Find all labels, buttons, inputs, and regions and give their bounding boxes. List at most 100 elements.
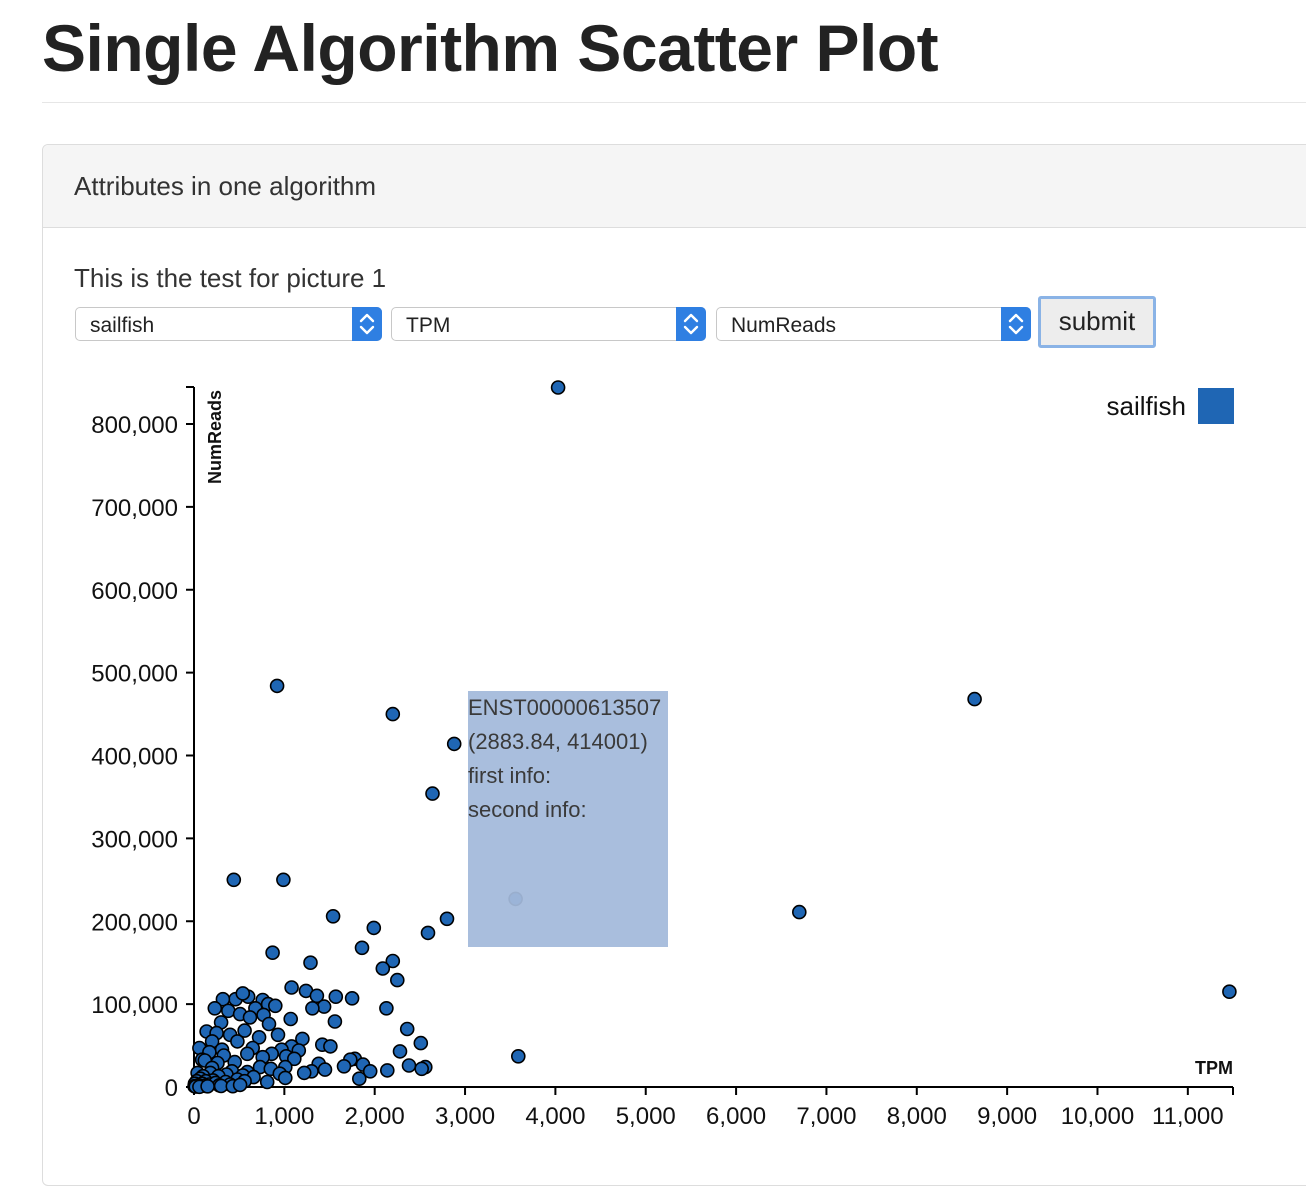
y-tick-label: 500,000	[91, 661, 178, 688]
page-title: Single Algorithm Scatter Plot	[42, 11, 939, 85]
updown-chevron-icon	[352, 307, 382, 341]
algorithm-select[interactable]: sailfish	[75, 307, 382, 341]
scatter-point	[269, 678, 285, 694]
x-axis-title: TPM	[1195, 1058, 1233, 1078]
y-axis: 0 100,000 200,000 300,000 400,000 500,000 600,…	[91, 386, 195, 1102]
scatter-point	[323, 1039, 338, 1054]
scatter-point	[237, 1023, 252, 1038]
scatter-point	[261, 1016, 277, 1032]
scatter-point	[336, 1059, 352, 1074]
scatter-point	[420, 925, 436, 941]
submit-button[interactable]: submit	[1038, 296, 1156, 348]
scatter-point	[235, 986, 251, 1001]
scatter-point	[267, 998, 283, 1014]
x-tick-label: 7,000	[796, 1103, 856, 1130]
scatter-point	[379, 1063, 395, 1078]
y-tick-label: 0	[165, 1075, 178, 1102]
scatter-point	[270, 1027, 286, 1043]
y-attribute-select[interactable]: NumReads	[716, 307, 1031, 341]
scatter-point	[375, 961, 391, 976]
y-tick-label: 700,000	[91, 495, 178, 522]
x-tick-label: 5,000	[616, 1103, 676, 1130]
scatter-point	[316, 999, 332, 1014]
scatter-point	[325, 908, 341, 924]
scatter-point	[392, 1044, 408, 1059]
scatter-point	[286, 1051, 302, 1067]
scatter-points	[187, 380, 1237, 1095]
scatter-point	[309, 988, 325, 1004]
scatter-point	[362, 1064, 378, 1079]
scatter-point	[385, 706, 401, 722]
scatter-point	[327, 1014, 343, 1029]
scatter-point	[200, 1079, 215, 1094]
scatter-point	[510, 1049, 526, 1064]
x-tick-label: 0	[187, 1103, 200, 1130]
scatter-point	[240, 1046, 255, 1062]
scatter-point	[259, 1074, 275, 1090]
updown-chevron-icon	[676, 307, 706, 341]
scatter-point	[399, 1021, 415, 1037]
scatter-point	[967, 691, 982, 707]
scatter-point	[277, 1070, 293, 1086]
scatter-point	[791, 904, 807, 920]
tooltip-coords: (2883.84, 414001)	[468, 729, 648, 754]
scatter-point	[379, 1000, 394, 1016]
tooltip-id: ENST00000613507	[468, 695, 662, 720]
x-attribute-select-value: TPM	[406, 314, 451, 337]
x-tick-label: 1,000	[254, 1103, 314, 1130]
scatter-chart: 0 100,000 200,000 300,000 400,000 500,000 600,…	[91, 380, 1237, 1130]
x-tick-label: 11,000	[1152, 1103, 1224, 1130]
scatter-point	[328, 989, 344, 1005]
legend-label: sailfish	[1107, 391, 1186, 421]
y-tick-label: 200,000	[91, 909, 178, 936]
x-tick-label: 10,000	[1061, 1103, 1134, 1130]
scatter-point	[344, 990, 360, 1006]
x-tick-label: 6,000	[706, 1103, 766, 1130]
x-attribute-select[interactable]: TPM	[391, 307, 706, 341]
y-tick-label: 300,000	[91, 826, 178, 853]
scatter-point	[215, 991, 231, 1007]
scatter-point	[265, 945, 280, 961]
x-tick-label: 3,000	[435, 1103, 495, 1130]
x-axis: 0 1,000 2,000 3,000 4,000 5,000 6,000 7,000 8,00…	[187, 1086, 1234, 1130]
legend-swatch	[1198, 388, 1234, 424]
scatter-point	[283, 1011, 299, 1027]
updown-chevron-icon	[1001, 307, 1031, 341]
scatter-point	[303, 955, 318, 971]
scatter-point	[401, 1058, 417, 1073]
x-tick-label: 2,000	[345, 1103, 405, 1130]
tooltip-second-info: second info:	[468, 797, 587, 822]
scatter-point	[414, 1061, 430, 1077]
scatter-point	[354, 940, 370, 956]
panel-subtitle: This is the test for picture 1	[74, 263, 387, 293]
scatter-point	[389, 972, 405, 988]
scatter-point	[550, 380, 566, 395]
x-tick-label: 4,000	[525, 1103, 585, 1130]
scatter-point	[366, 920, 382, 936]
scatter-point	[385, 953, 401, 969]
panel-heading: Attributes in one algorithm	[43, 145, 1306, 228]
y-attribute-select-value: NumReads	[731, 314, 837, 337]
legend: sailfish	[1107, 388, 1234, 424]
scatter-point	[276, 872, 291, 888]
tooltip-first-info: first info:	[468, 763, 552, 788]
scatter-point	[351, 1071, 367, 1086]
title-divider	[42, 102, 1306, 103]
scatter-point	[284, 980, 299, 995]
scatter-point	[207, 1000, 223, 1016]
x-tick-label: 8,000	[887, 1103, 947, 1130]
scatter-point	[226, 872, 242, 888]
scatter-point	[317, 1062, 333, 1077]
y-tick-label: 800,000	[91, 412, 178, 439]
scatter-point	[305, 1000, 320, 1016]
scatter-point	[232, 1077, 248, 1093]
scatter-point	[221, 1003, 236, 1019]
scatter-point	[446, 736, 462, 752]
scatter-point	[230, 1034, 245, 1049]
scatter-point	[242, 1010, 258, 1025]
submit-button-label: submit	[1058, 305, 1136, 336]
scatter-point	[439, 911, 455, 927]
scatter-point	[296, 1065, 312, 1081]
scatter-point	[1222, 984, 1237, 1000]
y-tick-label: 100,000	[91, 992, 178, 1019]
